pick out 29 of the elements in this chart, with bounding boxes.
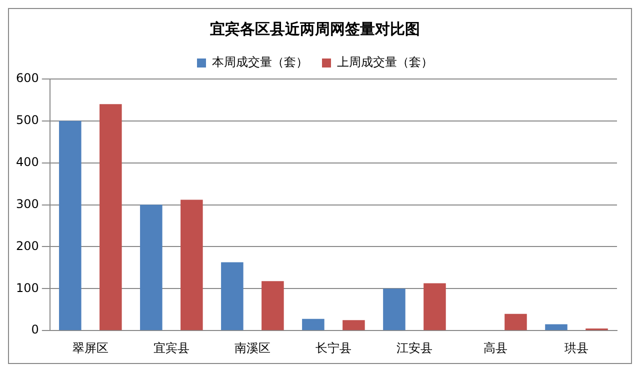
x-tick-label: 江安县: [396, 340, 432, 355]
y-tick-label: 200: [16, 238, 39, 253]
x-tick-label: 翠屏区: [72, 340, 108, 355]
bar: [342, 320, 365, 330]
bar: [383, 288, 406, 330]
chart-title: 宜宾各区县近两周网签量对比图: [210, 20, 420, 38]
bar: [302, 318, 324, 330]
bar: [262, 281, 284, 330]
y-tick-label: 500: [16, 113, 39, 128]
y-tick-label: 100: [16, 280, 39, 295]
x-tick-label: 长宁县: [315, 340, 352, 355]
x-tick-label: 南溪区: [234, 340, 270, 355]
legend-label: 上周成交量（套）: [337, 55, 433, 70]
bar: [59, 120, 82, 330]
y-tick-label: 600: [16, 71, 39, 86]
legend-label: 本周成交量（套）: [212, 55, 308, 70]
bar: [504, 314, 527, 330]
bar: [140, 204, 162, 330]
x-tick-label: 珙县: [564, 340, 588, 355]
bar: [424, 283, 446, 330]
x-tick-label: 高县: [483, 340, 508, 355]
y-tick-label: 300: [16, 196, 39, 211]
bar: [221, 262, 244, 330]
bar: [180, 200, 203, 330]
bar: [545, 324, 568, 330]
x-tick-label: 宜宾县: [153, 340, 190, 355]
y-tick-label: 0: [31, 322, 39, 337]
y-tick-label: 400: [16, 154, 39, 169]
bar: [100, 104, 122, 330]
